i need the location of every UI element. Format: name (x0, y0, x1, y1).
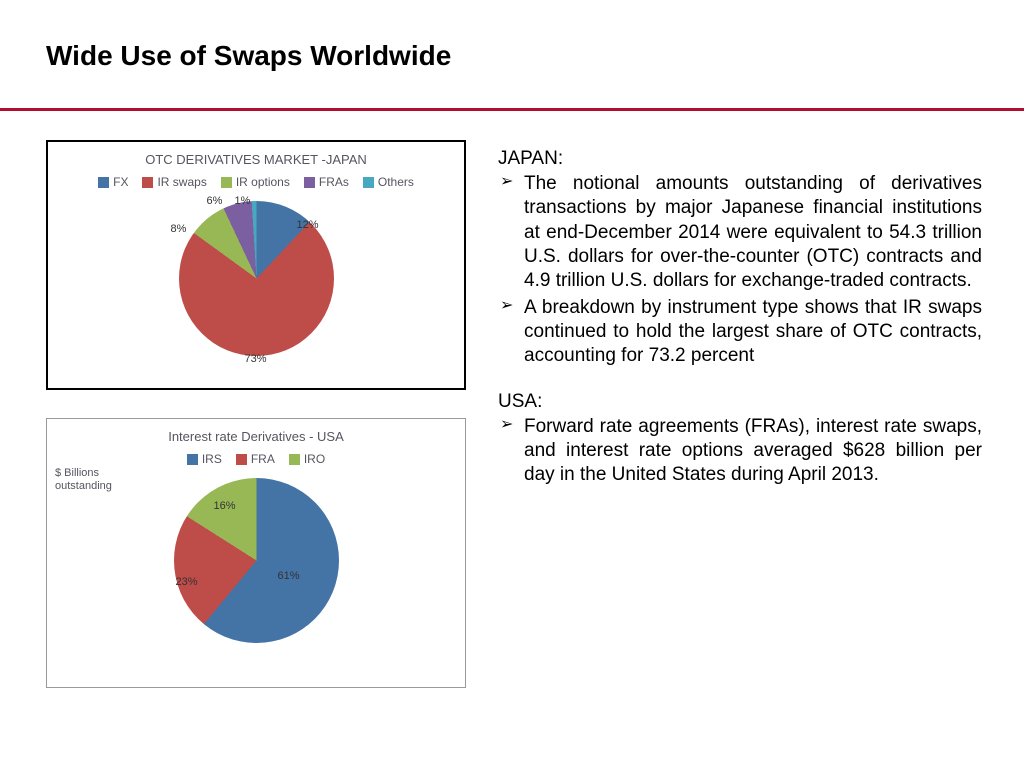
legend-item: IR options (221, 175, 290, 189)
legend-swatch (98, 177, 109, 188)
bullet-item: A breakdown by instrument type shows tha… (498, 296, 982, 369)
chart-japan-pie: 12%73%8%6%1% (179, 201, 334, 356)
pie-slice-label: 61% (278, 570, 300, 582)
legend-swatch (304, 177, 315, 188)
chart-usa-axis-label: $ Billionsoutstanding (55, 467, 112, 493)
legend-item: IRO (289, 452, 325, 466)
legend-label: IRS (202, 452, 222, 466)
bullet-item: The notional amounts outstanding of deri… (498, 172, 982, 294)
chart-usa-pie: 61% 23% 16% (174, 478, 339, 643)
legend-label: IR swaps (157, 175, 206, 189)
bullet-item: Forward rate agreements (FRAs), interest… (498, 415, 982, 488)
legend-swatch (187, 454, 198, 465)
japan-bullets: The notional amounts outstanding of deri… (498, 172, 982, 369)
legend-swatch (236, 454, 247, 465)
legend-label: IR options (236, 175, 290, 189)
pie-slice-label: 8% (171, 223, 187, 235)
legend-swatch (221, 177, 232, 188)
body-text: JAPAN: The notional amounts outstanding … (498, 148, 982, 509)
legend-swatch (363, 177, 374, 188)
legend-item: IR swaps (142, 175, 206, 189)
pie-slice-label: 23% (176, 576, 198, 588)
slide-title: Wide Use of Swaps Worldwide (46, 40, 451, 72)
legend-item: IRS (187, 452, 222, 466)
legend-label: FX (113, 175, 128, 189)
divider-line (0, 108, 1024, 111)
pie-slice-label: 6% (207, 195, 223, 207)
usa-heading: USA: (498, 391, 982, 413)
pie-slice-label: 73% (245, 353, 267, 365)
legend-item: FRA (236, 452, 275, 466)
legend-label: FRA (251, 452, 275, 466)
legend-label: Others (378, 175, 414, 189)
legend-item: FX (98, 175, 128, 189)
pie-slice-label: 12% (297, 219, 319, 231)
chart-usa-legend: IRS FRA IRO (47, 452, 465, 466)
chart-usa-title: Interest rate Derivatives - USA (47, 429, 465, 444)
legend-label: FRAs (319, 175, 349, 189)
chart-japan: OTC DERIVATIVES MARKET -JAPAN FX IR swaps… (46, 140, 466, 390)
legend-swatch (289, 454, 300, 465)
legend-swatch (142, 177, 153, 188)
japan-heading: JAPAN: (498, 148, 982, 170)
pie-slice-label: 16% (214, 500, 236, 512)
legend-item: Others (363, 175, 414, 189)
chart-japan-title: OTC DERIVATIVES MARKET -JAPAN (48, 152, 464, 167)
legend-item: FRAs (304, 175, 349, 189)
chart-usa: Interest rate Derivatives - USA $ Billio… (46, 418, 466, 688)
chart-japan-legend: FX IR swaps IR options FRAs Others (48, 175, 464, 189)
pie-slice-label: 1% (235, 195, 251, 207)
usa-bullets: Forward rate agreements (FRAs), interest… (498, 415, 982, 488)
legend-label: IRO (304, 452, 325, 466)
